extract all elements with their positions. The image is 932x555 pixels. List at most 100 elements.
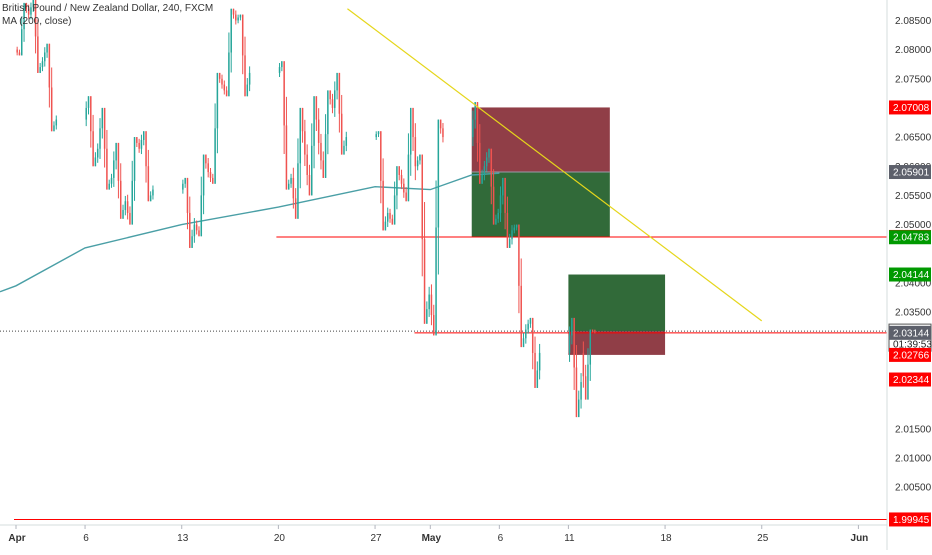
candle-body <box>442 128 444 138</box>
candle-body <box>426 309 428 324</box>
price-label-text: 2.07008 <box>893 103 930 114</box>
candle-body <box>587 364 589 400</box>
candle-body <box>414 137 417 167</box>
candles <box>16 0 596 418</box>
position-zones <box>471 107 666 355</box>
candle-body <box>292 177 295 199</box>
downtrend-line <box>347 8 763 322</box>
candle-body <box>285 125 288 190</box>
candle-body <box>580 382 582 400</box>
candle-body <box>200 195 203 237</box>
candle-body <box>205 154 207 164</box>
candle-body <box>476 102 479 143</box>
time-tick-label: Jun <box>851 533 869 544</box>
candle-body <box>377 131 380 135</box>
candle-body <box>594 330 596 332</box>
candle-body <box>398 166 400 175</box>
time-tick-label: 6 <box>83 533 89 544</box>
price-labels: 2.070082.059012.047882.047832.041442.031… <box>888 100 932 527</box>
candle-body <box>34 0 37 37</box>
candle-body <box>571 317 573 336</box>
candle-body <box>110 177 113 184</box>
candle-body <box>483 166 486 175</box>
candle-body <box>412 107 414 138</box>
candle-body <box>502 177 504 196</box>
short-stop-zone <box>471 107 610 173</box>
candle-body <box>283 61 285 126</box>
candle-body <box>138 142 140 149</box>
price-tick-label: 2.05500 <box>895 191 932 202</box>
candle-body <box>237 17 239 21</box>
candle-body <box>122 210 124 219</box>
candle-body <box>214 128 216 184</box>
candle-body <box>140 140 143 149</box>
price-tick-label: 2.01000 <box>895 453 932 464</box>
candle-body <box>136 137 138 143</box>
candle-body <box>244 55 246 97</box>
candle-body <box>437 119 440 228</box>
candle-body <box>403 183 405 193</box>
symbol-title: British Pound / New Zealand Dollar, 240,… <box>2 3 214 14</box>
candle-body <box>499 195 502 213</box>
candle-body <box>278 67 281 73</box>
candle-body <box>41 61 44 68</box>
candle-body <box>90 96 92 132</box>
candle-body <box>488 148 490 158</box>
candle-body <box>87 96 90 108</box>
price-label-text: 2.04783 <box>893 233 930 244</box>
candle-body <box>308 175 311 196</box>
candle-body <box>152 189 154 196</box>
price-label-text: 1.99945 <box>893 515 930 526</box>
price-tick-label: 2.03500 <box>895 308 932 319</box>
candle-body <box>18 52 21 56</box>
candle-body <box>195 224 198 231</box>
candle-body <box>430 294 433 315</box>
candle-body <box>225 90 228 97</box>
candle-body <box>48 43 51 88</box>
candle-body <box>232 8 235 15</box>
candle-body <box>472 119 474 138</box>
candle-body <box>124 201 127 210</box>
candle-body <box>513 227 516 231</box>
price-label-text: 01:39:53 <box>893 340 932 351</box>
candle-body <box>108 183 110 190</box>
candle-body <box>338 72 341 114</box>
candle-body <box>591 329 594 331</box>
candle-body <box>133 137 136 181</box>
price-tick-label: 2.08000 <box>895 45 932 56</box>
candle-body <box>147 166 150 202</box>
time-tick-label: 27 <box>370 533 382 544</box>
price-label-box <box>889 372 931 387</box>
candle-body <box>21 29 23 56</box>
candle-body <box>184 177 186 184</box>
candle-body <box>529 317 532 324</box>
candle-body <box>575 367 578 418</box>
time-axis: Apr 6 13 20 27 May 6 11 18 25 Jun <box>8 525 868 544</box>
candle-body <box>336 72 338 91</box>
time-tick-label: 6 <box>498 533 504 544</box>
candle-body <box>117 142 120 181</box>
candle-body <box>290 177 292 184</box>
candle-body <box>189 212 191 248</box>
candle-body <box>520 285 522 348</box>
candle-body <box>101 107 104 129</box>
candle-body <box>202 154 205 196</box>
price-label-box <box>889 512 931 527</box>
candle-body <box>439 119 442 129</box>
candle-body <box>27 8 30 15</box>
candle-body <box>396 166 398 196</box>
ma-200-line <box>0 172 500 293</box>
candle-body <box>495 218 497 225</box>
candle-body <box>106 148 108 190</box>
price-label-box <box>889 100 931 115</box>
candle-body <box>235 14 237 21</box>
candle-body <box>522 338 525 348</box>
candle-body <box>281 61 283 68</box>
candle-body <box>384 221 387 231</box>
candle-body <box>103 107 106 149</box>
candle-body <box>46 43 48 53</box>
candle-body <box>209 172 212 178</box>
candle-body <box>382 180 384 231</box>
